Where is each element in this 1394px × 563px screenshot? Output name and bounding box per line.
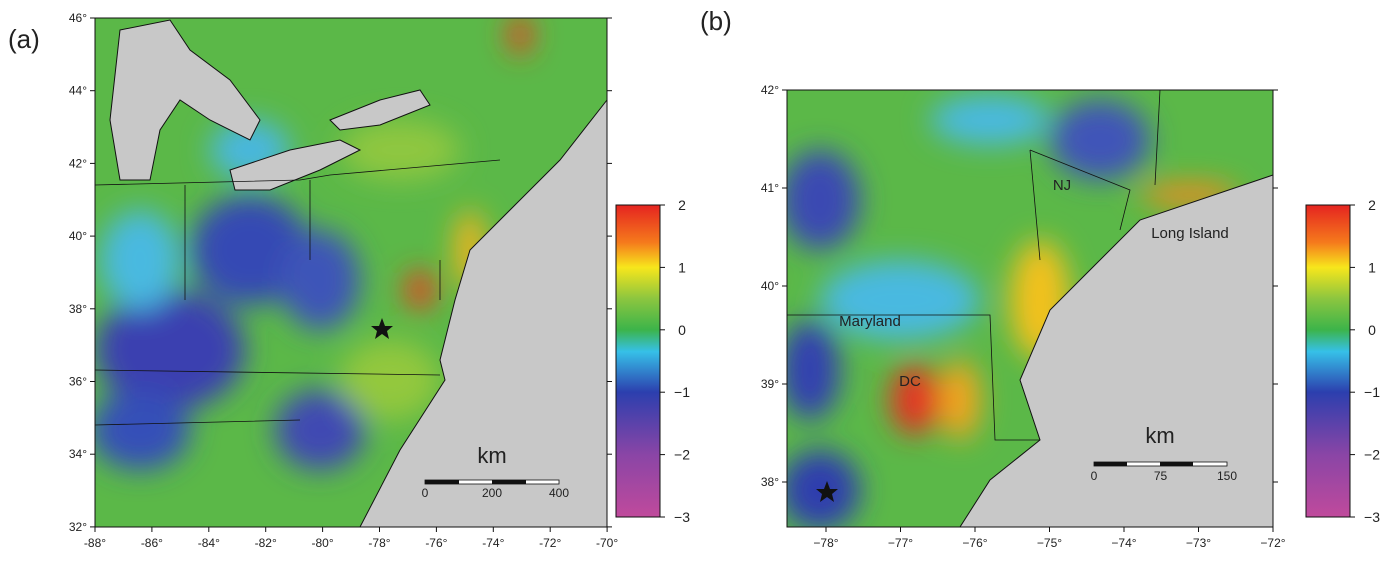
lon-tick-label: -76° bbox=[425, 536, 447, 550]
scale-tick-label: 150 bbox=[1217, 469, 1237, 483]
lat-tick-label: 39° bbox=[761, 377, 779, 391]
scale-tick-label: 75 bbox=[1154, 469, 1168, 483]
lat-tick-label: 42° bbox=[69, 156, 87, 170]
lon-tick-label: -88° bbox=[84, 536, 106, 550]
place-label: Long Island bbox=[1151, 225, 1229, 242]
panel-label: (a) bbox=[8, 24, 40, 54]
lat-tick-label: 36° bbox=[69, 375, 87, 389]
scale-tick-label: 400 bbox=[549, 486, 569, 500]
lon-tick-label: -82° bbox=[255, 536, 277, 550]
lon-tick-label: -86° bbox=[141, 536, 163, 550]
place-label: DC bbox=[899, 373, 921, 390]
lat-tick-label: 38° bbox=[69, 302, 87, 316]
scale-tick-label: 200 bbox=[482, 486, 502, 500]
colorbar-a bbox=[616, 205, 660, 517]
lat-tick-label: 44° bbox=[69, 84, 87, 98]
colorbar-tick-label: −3 bbox=[674, 509, 690, 525]
colorbar-tick-label: 2 bbox=[1368, 197, 1376, 213]
lon-tick-label: -78° bbox=[368, 536, 390, 550]
colorbar-tick-label: −1 bbox=[1364, 384, 1380, 400]
scale-unit: km bbox=[1145, 423, 1174, 448]
colorbar-tick-label: −2 bbox=[674, 447, 690, 463]
lat-tick-label: 46° bbox=[69, 11, 87, 25]
lon-tick-label: −74° bbox=[1111, 536, 1136, 550]
lon-tick-label: -74° bbox=[482, 536, 504, 550]
scale-unit: km bbox=[477, 443, 506, 468]
lat-tick-label: 41° bbox=[761, 181, 779, 195]
panel-label: (b) bbox=[700, 6, 732, 36]
lon-tick-label: −72° bbox=[1260, 536, 1285, 550]
scale-tick-label: 0 bbox=[1091, 469, 1098, 483]
figure: (a) 46° 44° 42° 40° 38° 36° 34° 32° -88° -86° -84° -… bbox=[0, 0, 1394, 558]
colorbar-tick-label: −3 bbox=[1364, 509, 1380, 525]
colorbar-tick-label: 1 bbox=[678, 259, 686, 275]
lat-tick-label: 38° bbox=[761, 475, 779, 489]
lon-tick-label: −73° bbox=[1186, 536, 1211, 550]
lat-tick-label: 40° bbox=[69, 229, 87, 243]
colorbar-tick-label: −2 bbox=[1364, 447, 1380, 463]
colorbar-tick-label: 0 bbox=[678, 322, 686, 338]
place-label: NJ bbox=[1053, 177, 1071, 194]
lon-tick-label: -84° bbox=[198, 536, 220, 550]
colorbar-tick-label: 2 bbox=[678, 197, 686, 213]
colorbar-b bbox=[1306, 205, 1350, 517]
lat-tick-label: 42° bbox=[761, 83, 779, 97]
colorbar-tick-label: 1 bbox=[1368, 259, 1376, 275]
colorbar-tick-label: −1 bbox=[674, 384, 690, 400]
scale-tick-label: 0 bbox=[422, 486, 429, 500]
lon-tick-label: −75° bbox=[1037, 536, 1062, 550]
map-a bbox=[90, 15, 607, 527]
lon-tick-label: -80° bbox=[312, 536, 334, 550]
lon-tick-label: −78° bbox=[813, 536, 838, 550]
colorbar-tick-label: 0 bbox=[1368, 322, 1376, 338]
place-label: Maryland bbox=[839, 313, 901, 330]
lat-tick-label: 32° bbox=[69, 520, 87, 534]
lon-tick-label: -70° bbox=[596, 536, 618, 550]
lon-tick-label: −76° bbox=[962, 536, 987, 550]
lat-tick-label: 34° bbox=[69, 447, 87, 461]
lat-tick-label: 40° bbox=[761, 279, 779, 293]
lon-tick-label: −77° bbox=[888, 536, 913, 550]
lon-tick-label: -72° bbox=[539, 536, 561, 550]
map-b bbox=[780, 90, 1273, 530]
